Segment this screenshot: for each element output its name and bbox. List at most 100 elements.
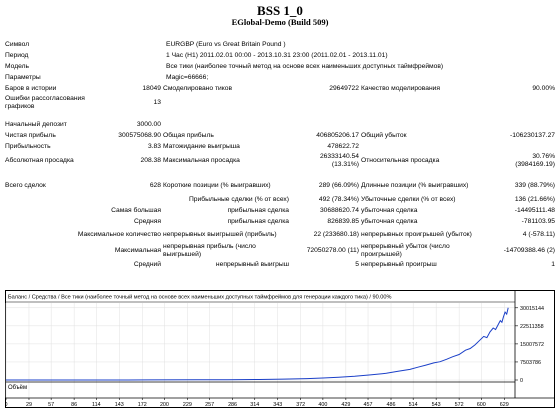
x-tick-label: 114 <box>92 402 101 408</box>
average-loss-value: -781103.95 <box>521 217 556 225</box>
expected-payoff-label: Матожидание выигрыша <box>163 142 240 150</box>
x-tick-label: 229 <box>183 402 192 408</box>
ticks-label: Смоделировано тиков <box>163 85 233 93</box>
quality-value: 90.00% <box>532 85 556 93</box>
report-table: Символ EURGBP (Euro vs Great Britain Pou… <box>4 39 556 270</box>
ticks-value: 29649722 <box>329 85 359 93</box>
x-tick-label: 343 <box>273 402 282 408</box>
quality-label: Качество моделирования <box>361 85 441 93</box>
loss-trades-value: 136 (21.66%) <box>514 195 556 203</box>
profit-trades-label: Прибыльные сделки (% от всех) <box>188 195 289 203</box>
loss-trades-label: Убыточные сделки (% от всех) <box>361 195 456 203</box>
deposit-value: 3000.00 <box>136 120 161 128</box>
profit-trades-value: 492 (78.34%) <box>318 195 359 203</box>
x-tick-label: 257 <box>205 402 214 408</box>
x-tick-label: 314 <box>250 402 259 408</box>
x-tick-label: 57 <box>48 402 54 408</box>
chart-legend-bar <box>6 291 515 302</box>
x-tick-label: 86 <box>71 402 77 408</box>
net-profit-label: Чистая прибыль <box>5 131 56 139</box>
y-tick-label: 22511358 <box>520 324 544 330</box>
largest-profit-value: 30688620.74 <box>319 206 359 214</box>
params-label: Параметры <box>5 73 41 81</box>
x-tick-label: 400 <box>318 402 327 408</box>
expected-payoff-value: 478622.72 <box>327 142 359 150</box>
max-cons-profit-label: непрерывная прибыль (число выигрышей) <box>163 243 256 258</box>
volume-label: Объём <box>8 385 27 391</box>
report-subtitle: EGlobal-Demo (Build 509) <box>231 17 329 27</box>
max-cons-wins-label: непрерывных выигрышей (прибыль) <box>163 231 277 239</box>
gross-profit-label: Общая прибыль <box>163 131 214 139</box>
max-drawdown-percent: (13.31%) <box>331 161 359 168</box>
abs-drawdown-label: Абсолютная просадка <box>5 157 74 165</box>
x-tick-label: 286 <box>228 402 237 408</box>
largest-loss-value: -14495111.48 <box>514 206 556 214</box>
model-label: Модель <box>5 62 30 70</box>
gross-loss-value: -106230137.27 <box>510 131 556 139</box>
profit-factor-label: Прибыльность <box>5 142 51 150</box>
chart-frame <box>5 290 555 408</box>
avg-label: Средний <box>133 260 161 268</box>
x-tick-label: 429 <box>341 402 350 408</box>
chart-legend-text: Баланс / Средства / Все тики (наиболее т… <box>8 294 392 301</box>
params-value: Magic=66666; <box>166 73 209 81</box>
max-drawdown-label: Максимальная просадка <box>163 157 240 165</box>
rel-drawdown-value: (3984169.19) <box>515 161 556 168</box>
max-cons-losses-label: непрерывных проигрышей (убыток) <box>361 231 472 239</box>
bars-value: 18049 <box>142 85 161 93</box>
average-profit-value: 826839.85 <box>327 217 359 225</box>
errors-value: 13 <box>153 99 161 107</box>
x-tick-label: 29 <box>26 402 32 408</box>
y-tick-label: 0 <box>520 378 523 384</box>
y-tick-label: 15007572 <box>520 342 544 348</box>
y-tick-label: 30015144 <box>520 306 544 312</box>
rel-drawdown-label: Относительная просадка <box>361 157 440 165</box>
symbol-value: EURGBP (Euro vs Great Britain Pound ) <box>166 40 286 48</box>
profit-factor-value: 3.83 <box>147 142 161 150</box>
model-value: Все тики (наиболее точный метод на основ… <box>166 62 444 70</box>
deposit-label: Начальный депозит <box>5 120 67 128</box>
x-tick-label: 0 <box>5 402 8 408</box>
short-positions-label: Короткие позиции (% выигравших) <box>163 182 271 190</box>
max-cons-loss-value: -14709388.46 (2) <box>503 247 556 255</box>
largest-profit-label: прибыльная сделка <box>227 206 289 214</box>
x-tick-label: 514 <box>409 402 418 408</box>
balance-chart-svg: Баланс / Средства / Все тики (наиболее т… <box>5 290 555 408</box>
rel-drawdown-percent: 30.76% <box>532 153 556 161</box>
avg-cons-losses-label: непрерывный проигрыш <box>361 260 437 268</box>
max-cons-losses-value: 4 (-578.11) <box>522 231 556 239</box>
total-trades-value: 628 <box>149 182 161 190</box>
net-profit-value: 300575068.90 <box>118 131 161 139</box>
balance-chart: Баланс / Средства / Все тики (наиболее т… <box>5 290 555 408</box>
largest-loss-label: убыточная сделка <box>361 206 418 214</box>
gross-loss-label: Общий убыток <box>361 131 407 139</box>
max-cons-profit-value: 72050278.00 (11) <box>306 247 359 255</box>
average-profit-label: прибыльная сделка <box>227 217 289 225</box>
max-cons-wins-value: 22 (233680.18) <box>313 231 359 239</box>
x-tick-label: 572 <box>455 402 464 408</box>
short-positions-value: 289 (66.09%) <box>318 182 359 190</box>
gross-profit-value: 406805206.17 <box>316 131 359 139</box>
x-tick-label: 600 <box>477 402 486 408</box>
x-tick-label: 457 <box>364 402 373 408</box>
total-trades-label: Всего сделок <box>5 182 46 190</box>
long-positions-label: Длинные позиции (% выигравших) <box>361 182 469 190</box>
x-tick-label: 143 <box>115 402 124 408</box>
x-tick-label: 543 <box>432 402 441 408</box>
x-tick-label: 372 <box>296 402 305 408</box>
x-tick-label: 629 <box>500 402 509 408</box>
abs-drawdown-value: 208.38 <box>140 157 161 165</box>
avg-cons-wins-value: 5 <box>355 260 359 268</box>
avg-cons-losses-value: 1 <box>551 260 556 268</box>
avg-cons-wins-label: непрерывный выигрыш <box>215 260 289 268</box>
average-loss-label: убыточная сделка <box>361 217 418 225</box>
y-tick-label: 7503786 <box>520 360 541 366</box>
bars-label: Баров в истории <box>5 85 57 93</box>
max-count-label: Максимальное количество <box>77 231 161 239</box>
errors-label: Ошибки рассогласования графиков <box>5 95 85 110</box>
balance-line <box>6 307 509 381</box>
max-drawdown-value: 26333140.54 <box>319 153 359 161</box>
report-title: BSS 1_0 <box>257 3 303 18</box>
x-tick-label: 172 <box>138 402 147 408</box>
symbol-label: Символ <box>5 40 30 48</box>
